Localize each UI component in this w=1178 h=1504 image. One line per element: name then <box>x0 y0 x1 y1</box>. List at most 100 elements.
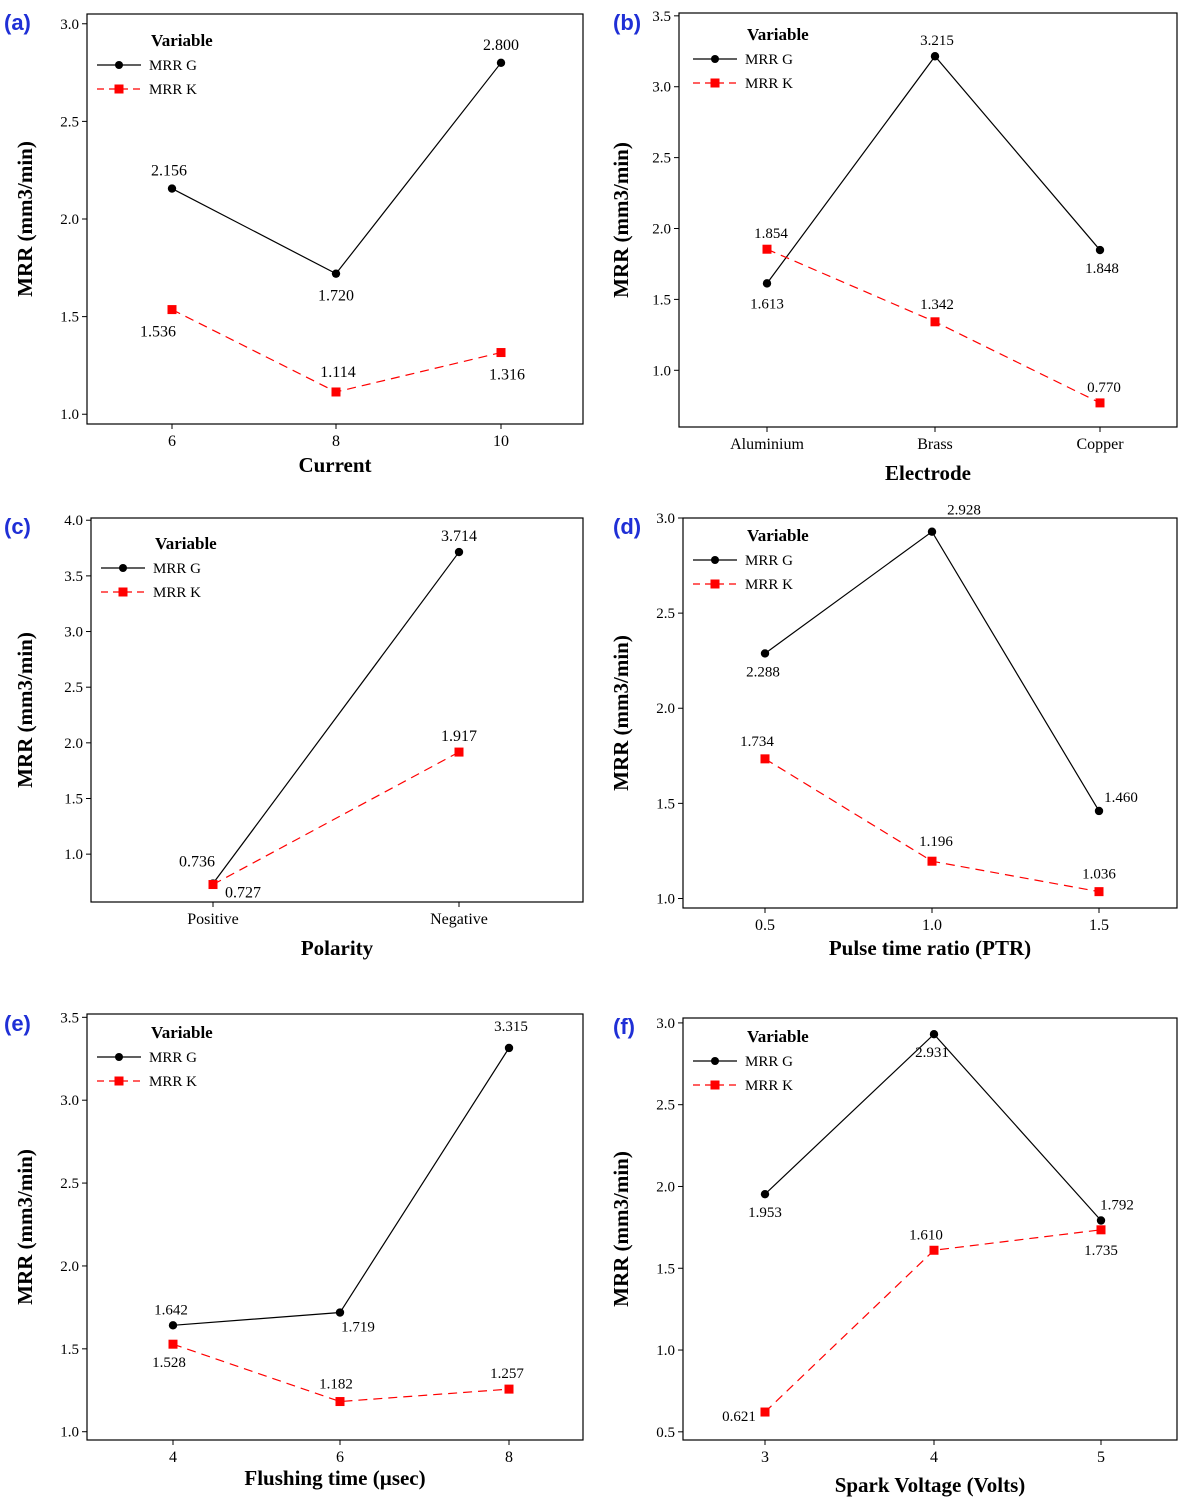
x-tick-label: Positive <box>187 911 239 928</box>
x-tick-label: 4 <box>930 1449 938 1466</box>
data-point-mrr-g <box>760 1189 770 1199</box>
data-label: 1.917 <box>441 728 477 745</box>
chart-panel-f: (f) 0.5 1.0 1.5 2.0 2.5 3.0 3 4 5 Spark Voltage (V… <box>609 1014 1178 1497</box>
legend-marker <box>711 1057 719 1065</box>
x-tick-label: 8 <box>332 433 340 450</box>
data-point-mrr-g <box>929 1029 939 1039</box>
data-point-mrr-g <box>496 58 506 68</box>
y-tick-label: 2.5 <box>656 1098 675 1114</box>
legend-title: Variable <box>747 1027 809 1046</box>
data-label: 2.928 <box>947 503 981 519</box>
panel-label: (e) <box>4 1011 31 1036</box>
y-tick-label: 1.5 <box>64 791 83 807</box>
legend-marker <box>118 587 128 597</box>
legend-entry: MRR K <box>745 76 793 92</box>
data-point-mrr-g <box>762 279 772 288</box>
data-point-mrr-g <box>927 527 937 536</box>
legend-entry: MRR K <box>745 577 793 593</box>
data-label: 1.528 <box>152 1355 186 1371</box>
x-axis-label: Electrode <box>885 461 971 485</box>
data-label: 1.720 <box>318 288 354 305</box>
data-label: 0.770 <box>1087 380 1121 396</box>
data-label: 1.610 <box>909 1227 943 1243</box>
y-tick-label: 2.5 <box>652 151 671 167</box>
data-label: 1.460 <box>1104 790 1138 806</box>
y-tick-label: 4.0 <box>64 513 83 529</box>
y-tick-label: 3.5 <box>64 569 83 585</box>
data-point-mrr-k <box>331 387 341 397</box>
panel-label: (a) <box>4 10 31 35</box>
panel-label: (f) <box>613 1014 635 1039</box>
series-line-mrr-g <box>172 1047 510 1326</box>
data-label: 2.800 <box>483 37 519 54</box>
legend-marker <box>711 55 719 63</box>
series-line-mrr-k <box>764 758 1100 893</box>
data-label: 1.316 <box>489 367 525 384</box>
data-point-mrr-k <box>1094 887 1104 897</box>
data-label: 1.848 <box>1085 261 1119 277</box>
legend-marker <box>710 579 720 589</box>
x-tick-label: 10 <box>493 433 509 450</box>
data-label: 1.257 <box>490 1366 524 1382</box>
y-tick-label: 3.5 <box>652 9 671 25</box>
legend-marker <box>710 78 720 88</box>
x-tick-label: 6 <box>168 433 176 450</box>
y-tick-label: 2.0 <box>656 1179 675 1195</box>
series-line-mrr-g <box>766 55 1101 284</box>
data-label: 1.036 <box>1082 867 1116 883</box>
data-label: 1.182 <box>319 1377 353 1393</box>
legend-title: Variable <box>151 31 213 50</box>
data-label: 1.792 <box>1100 1197 1134 1213</box>
y-tick-label: 1.5 <box>656 796 675 812</box>
legend-entry: MRR K <box>149 1074 197 1090</box>
data-point-mrr-g <box>331 269 341 278</box>
panel-label: (c) <box>4 514 31 539</box>
x-tick-label: Copper <box>1076 436 1124 453</box>
data-point-mrr-g <box>504 1043 514 1053</box>
y-tick-label: 2.5 <box>60 1176 79 1192</box>
y-tick-label: 3.0 <box>652 80 671 96</box>
legend-marker <box>114 84 124 94</box>
data-label: 1.114 <box>320 364 355 381</box>
y-tick-label: 2.0 <box>656 701 675 717</box>
y-tick-label: 0.5 <box>656 1425 675 1441</box>
legend-marker <box>115 61 123 69</box>
legend-entry: MRR G <box>745 1054 793 1070</box>
chart-panel-e: (e) 1.0 1.5 2.0 2.5 3.0 3.5 4 6 8 Flushing time (µ… <box>4 1010 584 1490</box>
series-line-mrr-g <box>212 551 460 884</box>
data-point-mrr-k <box>929 1245 939 1255</box>
data-label: 3.315 <box>494 1019 528 1035</box>
x-tick-label: 0.5 <box>755 917 775 934</box>
x-tick-label: Negative <box>430 911 488 928</box>
data-point-mrr-k <box>760 754 770 764</box>
data-point-mrr-k <box>454 747 464 757</box>
data-label: 2.288 <box>746 664 780 680</box>
data-point-mrr-g <box>168 1321 178 1330</box>
data-point-mrr-g <box>1095 245 1105 255</box>
data-label: 1.854 <box>754 226 788 242</box>
data-point-mrr-k <box>168 1339 178 1349</box>
legend: Variable MRR G MRR K <box>693 1027 809 1094</box>
y-tick-label: 1.0 <box>64 847 83 863</box>
x-tick-label: 5 <box>1097 1449 1105 1466</box>
y-tick-label: 1.5 <box>60 1342 79 1358</box>
x-tick-label: 1.0 <box>922 917 942 934</box>
plot-frame <box>86 1013 584 1441</box>
legend-entry: MRR K <box>745 1078 793 1094</box>
chart-panel-a: (a) 1.0 1.5 2.0 2.5 3.0 6 8 10 Current MRR (mm3/mi… <box>4 10 584 477</box>
legend-marker <box>711 556 719 564</box>
y-tick-label: 3.0 <box>656 1016 675 1032</box>
data-point-mrr-k <box>1096 1225 1106 1235</box>
y-tick-label: 1.5 <box>656 1261 675 1277</box>
y-tick-label: 1.5 <box>60 310 79 326</box>
data-point-mrr-g <box>760 649 770 658</box>
data-point-mrr-g <box>930 52 940 61</box>
series-line-mrr-k <box>764 1229 1102 1413</box>
plot-frame <box>90 517 584 903</box>
legend-marker <box>119 564 127 572</box>
x-tick-label: 4 <box>169 1449 177 1466</box>
legend: Variable MRR G MRR K <box>97 31 213 98</box>
data-label: 1.719 <box>341 1320 375 1336</box>
series-line-mrr-g <box>171 62 502 275</box>
data-point-mrr-k <box>762 244 772 254</box>
